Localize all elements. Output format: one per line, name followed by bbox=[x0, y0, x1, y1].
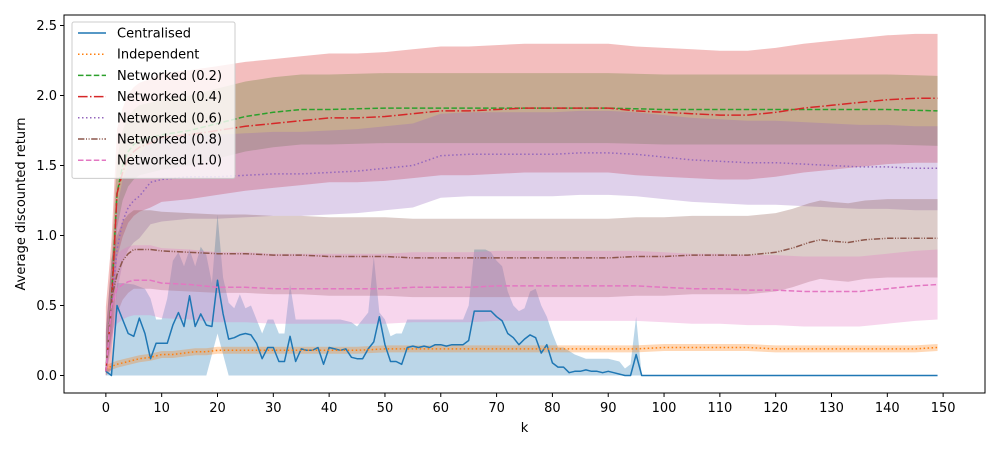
x-tick-label: 130 bbox=[819, 401, 844, 416]
x-tick-label: 150 bbox=[931, 401, 956, 416]
x-tick-label: 30 bbox=[265, 401, 282, 416]
x-tick-label: 40 bbox=[321, 401, 338, 416]
x-tick-label: 10 bbox=[153, 401, 170, 416]
band-series-6 bbox=[105, 245, 938, 376]
y-tick-label: 0.0 bbox=[36, 369, 57, 384]
plot-frame bbox=[63, 14, 986, 394]
band-series-0 bbox=[105, 214, 938, 376]
legend-label: Networked (0.2) bbox=[117, 69, 222, 84]
y-tick-label: 1.0 bbox=[36, 229, 57, 244]
x-tick-label: 100 bbox=[652, 401, 677, 416]
y-tick-label: 2.5 bbox=[36, 19, 57, 34]
x-tick-label: 140 bbox=[875, 401, 900, 416]
x-tick-label: 50 bbox=[377, 401, 394, 416]
y-tick-label: 0.5 bbox=[36, 299, 57, 314]
legend-label: Networked (1.0) bbox=[117, 154, 222, 169]
x-tick-label: 110 bbox=[707, 401, 732, 416]
x-tick-label: 0 bbox=[102, 401, 110, 416]
line-series-5 bbox=[105, 237, 938, 372]
legend-label: Independent bbox=[117, 48, 199, 63]
x-tick-label: 70 bbox=[488, 401, 505, 416]
x-axis-label: k bbox=[521, 421, 529, 436]
confidence-bands bbox=[105, 33, 938, 376]
legend-label: Networked (0.8) bbox=[117, 133, 222, 148]
x-tick-label: 120 bbox=[763, 401, 788, 416]
band-series-5 bbox=[105, 199, 938, 376]
x-tick-label: 20 bbox=[209, 401, 226, 416]
legend-box bbox=[71, 21, 236, 179]
x-tick-label: 90 bbox=[600, 401, 617, 416]
line-series-1 bbox=[105, 346, 938, 370]
band-series-1 bbox=[105, 344, 938, 372]
series-lines bbox=[105, 97, 938, 377]
x-axis-ticks: 0 10 20 30 40 50 60 70 80 90 100 110 120 130 140 150 bbox=[102, 393, 956, 416]
legend-label: Networked (0.4) bbox=[117, 90, 222, 105]
legend-label: Networked (0.6) bbox=[117, 111, 222, 126]
y-axis-label: Average discounted return bbox=[14, 118, 29, 291]
x-tick-label: 60 bbox=[432, 401, 449, 416]
line-series-6 bbox=[105, 279, 938, 372]
y-tick-label: 1.5 bbox=[36, 159, 57, 174]
band-series-4 bbox=[105, 110, 938, 376]
line-series-0 bbox=[105, 279, 938, 377]
legend-label: Centralised bbox=[117, 27, 191, 42]
y-tick-label: 2.0 bbox=[36, 89, 57, 104]
band-series-3 bbox=[105, 33, 938, 376]
x-tick-label: 80 bbox=[544, 401, 561, 416]
y-axis-ticks: 0.0 0.5 1.0 1.5 2.0 2.5 bbox=[36, 19, 64, 384]
legend: Centralised Independent Networked (0.2) Net… bbox=[71, 21, 236, 179]
